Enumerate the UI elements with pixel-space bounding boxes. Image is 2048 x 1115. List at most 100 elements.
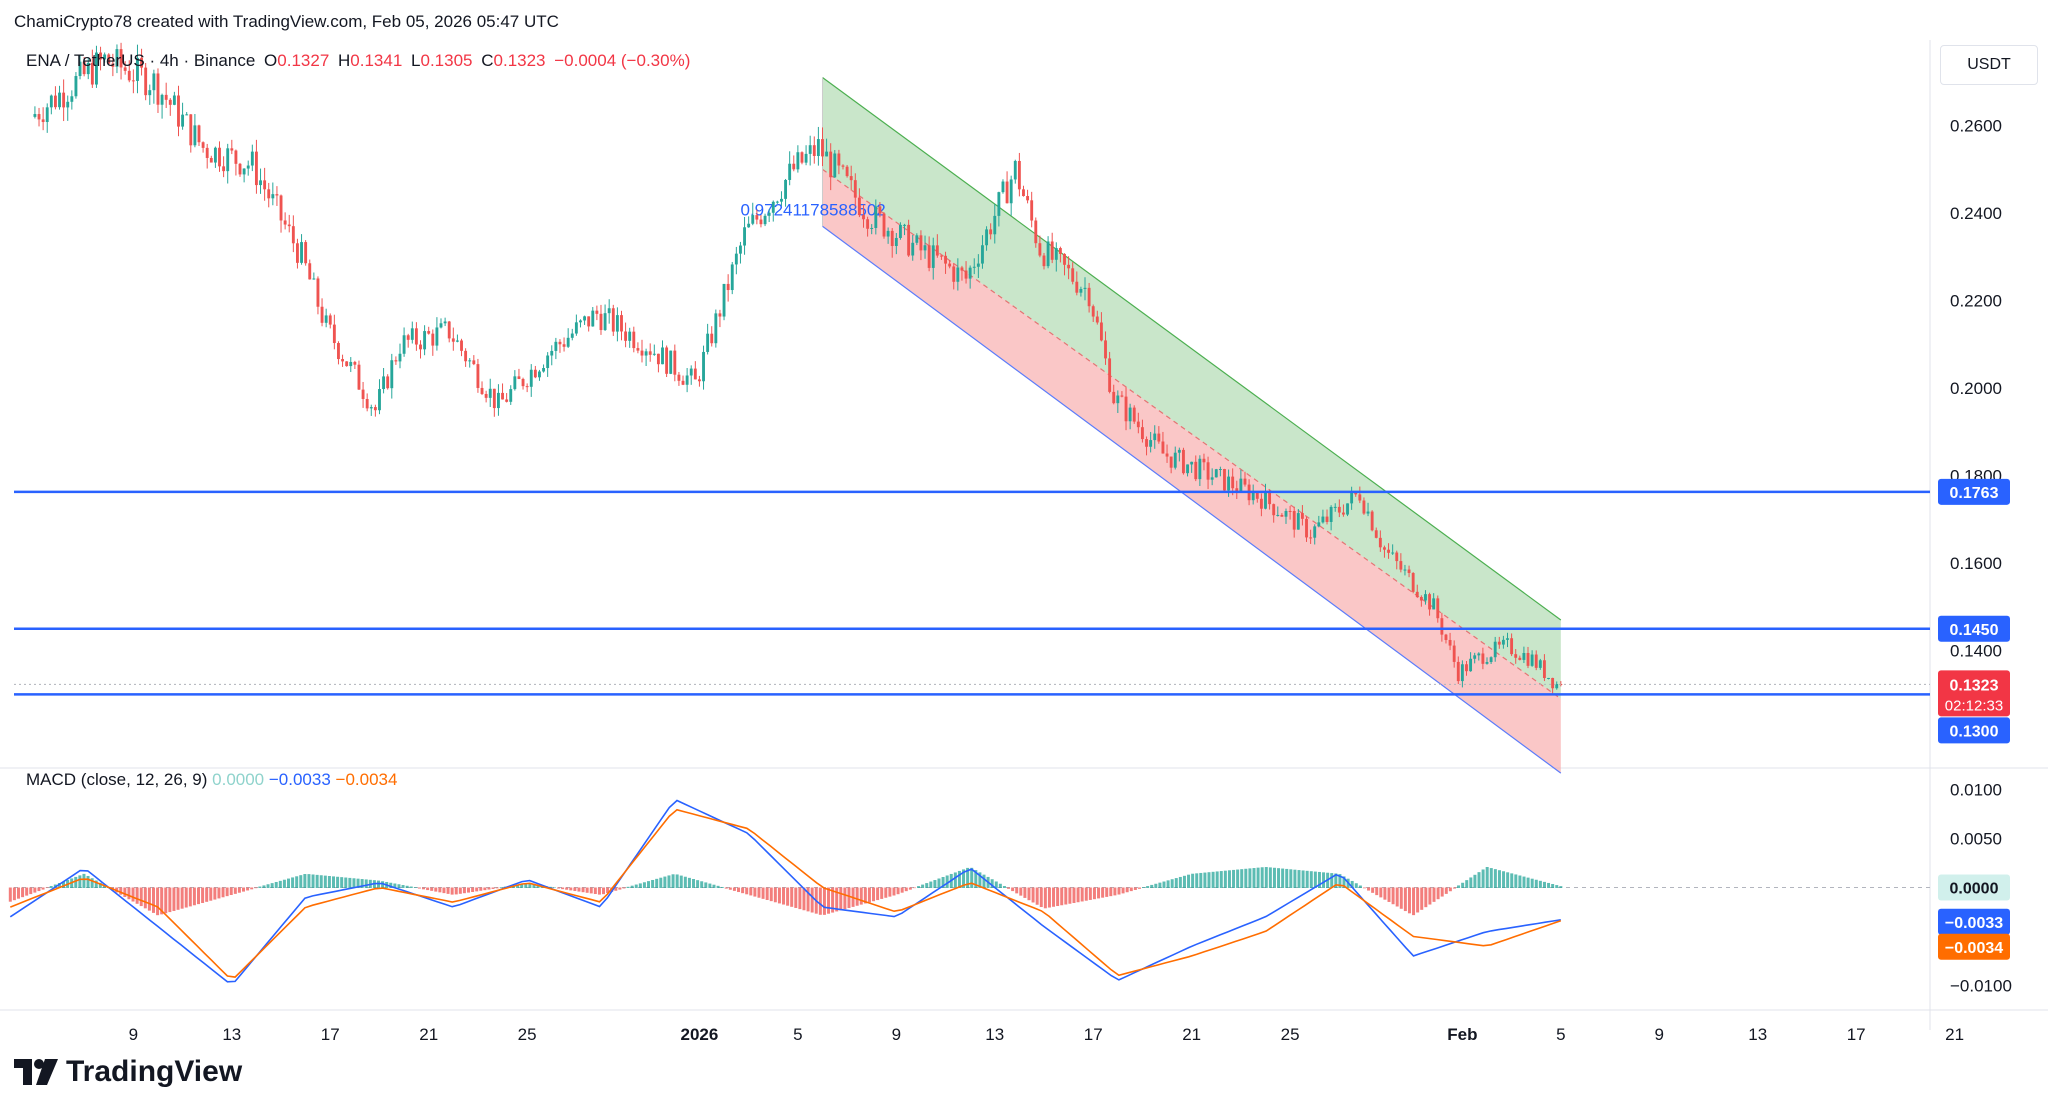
badge-level-1300: 0.1300 <box>1950 723 1999 740</box>
candle-body <box>177 95 180 127</box>
macd-hist-bar <box>61 881 65 888</box>
candle-body <box>1264 491 1267 509</box>
symbol-legend[interactable]: ENA / TetherUS · 4h · Binance O0.1327 H0… <box>26 51 694 71</box>
macd-hist-bar <box>270 883 274 888</box>
candle-body <box>505 399 509 402</box>
candle-body <box>734 253 738 265</box>
candle-body <box>1112 391 1116 404</box>
macd-hist-bar <box>839 887 843 911</box>
badge-macd-hist: 0.0000 <box>1950 881 1999 898</box>
candle-body <box>1009 179 1013 204</box>
macd-hist-bar <box>1448 887 1452 892</box>
macd-hist-bar <box>1518 875 1522 888</box>
time-tick-label: 13 <box>985 1025 1004 1044</box>
channel-deviation-label: 0.97241178588502 <box>740 200 885 219</box>
candle-body <box>271 194 275 199</box>
candle-body <box>1235 488 1239 493</box>
macd-hist-bar <box>720 886 724 888</box>
macd-hist-bar <box>1072 887 1076 903</box>
candle-body <box>985 229 988 246</box>
candle-body <box>1149 440 1153 447</box>
candle-body <box>58 92 61 108</box>
macd-hist-bar <box>855 887 859 906</box>
price-tick-label: 0.2600 <box>1950 117 2002 136</box>
macd-hist-bar <box>168 887 172 913</box>
tradingview-logo[interactable]: TradingView <box>14 1055 242 1089</box>
macd-hist-bar <box>761 887 765 899</box>
time-tick-label: 21 <box>1182 1025 1201 1044</box>
candle-body <box>1534 654 1538 668</box>
macd-hist-bar <box>573 887 577 891</box>
candle-body <box>894 237 898 247</box>
candle-body <box>1542 660 1546 678</box>
candle-body <box>517 376 521 379</box>
candle-body <box>1481 653 1485 664</box>
candle-body <box>845 166 849 177</box>
macd-hist-bar <box>1309 871 1313 888</box>
macd-hist-bar <box>454 887 458 895</box>
candle-body <box>796 152 800 170</box>
candle-body <box>324 315 328 323</box>
macd-hist-bar <box>888 887 892 897</box>
candle-body <box>755 215 759 220</box>
candle-body <box>1444 634 1448 640</box>
macd-hist-bar <box>679 875 683 888</box>
candle-body <box>1013 160 1017 180</box>
macd-hist-bar <box>1121 887 1125 894</box>
candle-body <box>345 361 349 367</box>
macd-hist-bar <box>471 887 475 892</box>
macd-signal-value: −0.0034 <box>335 770 398 789</box>
macd-hist-bar <box>528 883 532 888</box>
candle-body <box>332 324 336 344</box>
candle-body <box>1050 241 1054 260</box>
macd-hist-bar <box>798 887 802 910</box>
candle-body <box>82 61 86 75</box>
candle-body <box>1231 476 1235 489</box>
badge-level-1300-bg <box>1938 717 2010 744</box>
candle-body <box>1259 498 1263 509</box>
macd-hist-bar <box>1272 867 1276 888</box>
candle-body <box>365 398 369 409</box>
macd-hist-bar <box>123 887 127 897</box>
candle-body <box>300 242 303 263</box>
candle-body <box>1079 288 1083 293</box>
macd-legend[interactable]: MACD (close, 12, 26, 9) 0.0000 −0.0033 −… <box>26 770 397 790</box>
candle-body <box>1255 492 1259 499</box>
candle-body <box>714 313 718 344</box>
candle-body <box>1333 506 1337 508</box>
candle-body <box>185 114 189 116</box>
candle-body <box>927 245 931 268</box>
candle-body <box>1161 441 1165 454</box>
candle-body <box>1292 510 1296 530</box>
high-label: H <box>338 51 351 70</box>
macd-hist-bar <box>1178 876 1182 888</box>
macd-hist-bar <box>1162 881 1166 888</box>
candle-body <box>997 192 1001 216</box>
open-label: O <box>264 51 278 70</box>
candle-body <box>62 92 66 108</box>
macd-hist-bar <box>1125 887 1129 893</box>
candle-body <box>1132 407 1136 422</box>
candle-body <box>780 198 783 202</box>
candle-body <box>382 376 386 390</box>
macd-hist-bar <box>315 874 319 888</box>
macd-hist-bar <box>135 887 139 904</box>
candle-body <box>767 212 771 216</box>
macd-hist-bar <box>1481 869 1485 888</box>
macd-hist-bar <box>876 887 880 901</box>
candle-body <box>1042 255 1046 267</box>
macd-hist-bar <box>258 886 262 888</box>
candle-body <box>378 389 381 411</box>
currency-unit-button[interactable]: USDT <box>1940 45 2038 85</box>
candle-body <box>1190 461 1194 465</box>
candle-body <box>349 361 353 367</box>
macd-hist-bar <box>1080 887 1084 902</box>
macd-hist-bar <box>1391 887 1395 905</box>
macd-hist-bar <box>1256 867 1260 888</box>
candle-body <box>152 73 156 91</box>
macd-hist-bar <box>1399 887 1403 909</box>
candle-body <box>1108 358 1112 392</box>
macd-hist-bar <box>458 887 462 894</box>
macd-hist-bar <box>712 884 716 888</box>
